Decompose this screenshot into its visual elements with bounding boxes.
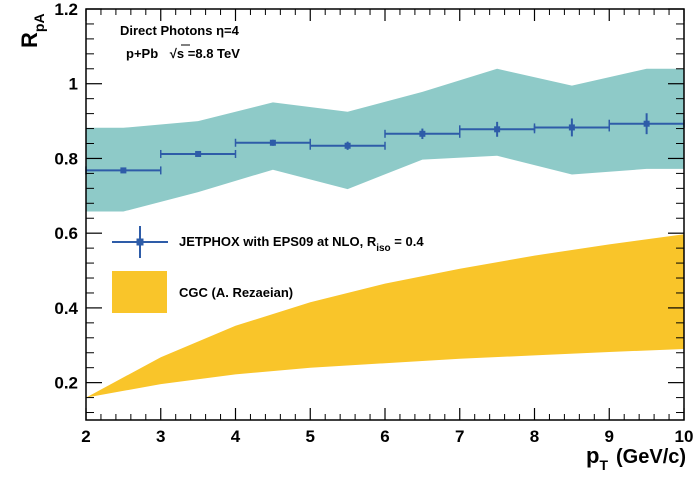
svg-text:pT(GeV/c): pT (GeV/c) bbox=[586, 443, 686, 473]
plot-area: 2 3 4 5 6 7 8 9 10 0.2 0.4 0.6 0.8 1 1.2 bbox=[54, 0, 693, 446]
x-axis-title: pT (GeV/c) bbox=[586, 443, 686, 473]
data-point-1 bbox=[160, 149, 237, 158]
marker-7 bbox=[643, 120, 650, 127]
legend-swatch-cgc bbox=[112, 271, 167, 313]
y-axis-title-sub: pA bbox=[31, 13, 47, 32]
x-tick-label-9: 9 bbox=[605, 427, 614, 446]
legend: JETPHOX with EPS09 at NLO, Riso = 0.4 CG… bbox=[112, 226, 424, 313]
legend-marker-jetphox bbox=[112, 226, 168, 258]
legend-label-cgc: CGC (A. Rezaeian) bbox=[179, 285, 293, 300]
data-point-5 bbox=[459, 121, 536, 137]
annotation-system: p+Pb bbox=[126, 46, 158, 61]
annotation: Direct Photons η=4 p+Pb √s =8.8 TeV bbox=[120, 23, 240, 61]
band-series-0 bbox=[86, 68, 684, 212]
band-series-1 bbox=[86, 234, 684, 398]
legend-label-jetphox-sub: iso bbox=[376, 243, 390, 254]
annotation-sqrt-s: √s bbox=[170, 46, 184, 61]
x-axis-title-sub: T bbox=[599, 457, 608, 473]
marker-3 bbox=[344, 142, 351, 149]
annotation-line1: Direct Photons η=4 bbox=[120, 23, 240, 38]
legend-label-jetphox: JETPHOX with EPS09 at NLO, Riso = 0.4 bbox=[179, 234, 424, 254]
y-axis-title: RpA bbox=[17, 13, 47, 48]
marker-1 bbox=[195, 150, 202, 157]
marker-5 bbox=[494, 126, 501, 133]
x-tick-label-7: 7 bbox=[455, 427, 464, 446]
data-points bbox=[85, 113, 685, 175]
svg-text:RpA: RpA bbox=[17, 13, 47, 48]
y-tick-label-1.2: 1.2 bbox=[54, 0, 78, 19]
y-tick-label-0.8: 0.8 bbox=[54, 149, 78, 168]
legend-label-jetphox-suffix: = 0.4 bbox=[391, 234, 425, 249]
marker-4 bbox=[419, 130, 426, 137]
x-tick-label-8: 8 bbox=[530, 427, 539, 446]
y-tick-label-0.6: 0.6 bbox=[54, 224, 78, 243]
annotation-energy: =8.8 TeV bbox=[188, 46, 240, 61]
x-tick-label-4: 4 bbox=[231, 427, 241, 446]
marker-2 bbox=[269, 139, 276, 146]
y-tick-label-1: 1 bbox=[69, 75, 78, 94]
x-axis-title-unit: (GeV/c) bbox=[616, 446, 686, 468]
y-tick-label-0.4: 0.4 bbox=[54, 299, 78, 318]
data-point-6 bbox=[533, 118, 610, 137]
uncertainty-bands bbox=[86, 68, 684, 398]
axis-ticks: 2 3 4 5 6 7 8 9 10 0.2 0.4 0.6 0.8 1 1.2 bbox=[54, 0, 693, 446]
y-tick-label-0.2: 0.2 bbox=[54, 374, 78, 393]
legend-label-jetphox-main: JETPHOX with EPS09 at NLO, R bbox=[179, 234, 377, 249]
annotation-line2: p+Pb √s =8.8 TeV bbox=[126, 46, 240, 61]
x-tick-label-5: 5 bbox=[306, 427, 315, 446]
x-tick-label-10: 10 bbox=[675, 427, 694, 446]
data-point-3 bbox=[309, 141, 386, 150]
marker-6 bbox=[568, 124, 575, 131]
x-tick-label-2: 2 bbox=[81, 427, 90, 446]
x-tick-label-6: 6 bbox=[380, 427, 389, 446]
x-tick-label-3: 3 bbox=[156, 427, 165, 446]
x-axis-title-main: p bbox=[586, 443, 599, 468]
marker-0 bbox=[120, 167, 127, 174]
y-axis-title-main: R bbox=[17, 32, 42, 48]
